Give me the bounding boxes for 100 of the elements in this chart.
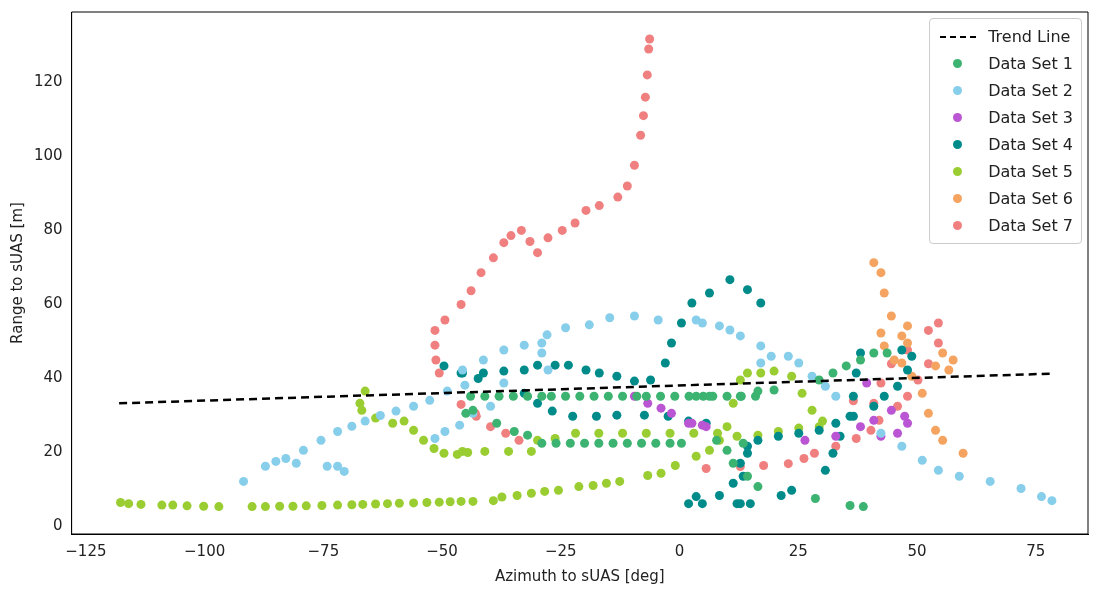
point	[766, 351, 776, 361]
point	[466, 286, 476, 296]
point	[455, 420, 465, 430]
point	[543, 233, 553, 243]
point	[537, 348, 547, 358]
x-tick-label: −75	[307, 541, 340, 560]
point	[938, 435, 948, 445]
point	[499, 378, 509, 388]
legend-label: Data Set 4	[988, 135, 1073, 154]
point	[570, 218, 580, 228]
point	[466, 391, 476, 401]
point	[691, 391, 701, 401]
point	[580, 438, 590, 448]
x-tick-label: 75	[1026, 541, 1046, 560]
point	[828, 368, 838, 378]
point	[629, 160, 639, 170]
x-tick-label: 0	[674, 541, 685, 560]
point	[519, 340, 529, 350]
point	[478, 355, 488, 365]
point	[488, 253, 498, 263]
point	[584, 320, 594, 330]
y-tick-label: 120	[33, 72, 63, 91]
point	[537, 338, 547, 348]
point	[900, 411, 910, 421]
point	[543, 365, 553, 375]
point	[476, 268, 486, 278]
point	[923, 325, 933, 335]
point	[879, 341, 889, 351]
point	[886, 311, 896, 321]
point	[728, 458, 738, 468]
point	[722, 391, 732, 401]
legend-label: Data Set 1	[988, 54, 1073, 73]
point	[933, 465, 943, 475]
point	[903, 338, 913, 348]
point	[322, 461, 332, 471]
point	[653, 315, 663, 325]
point	[876, 268, 886, 278]
point	[753, 386, 763, 396]
point	[810, 493, 820, 503]
point	[931, 361, 941, 371]
x-tick-label: −100	[184, 541, 226, 560]
point	[509, 426, 519, 436]
point	[794, 358, 804, 368]
point	[923, 359, 933, 369]
point	[889, 355, 899, 365]
point	[676, 438, 686, 448]
point	[391, 406, 401, 416]
point	[725, 325, 735, 335]
point	[516, 225, 526, 235]
point	[537, 391, 547, 401]
point	[856, 355, 865, 365]
x-tick-label: 25	[788, 541, 808, 560]
point	[440, 426, 450, 436]
point	[701, 422, 711, 432]
point	[735, 331, 745, 341]
point	[938, 348, 948, 358]
point	[799, 453, 809, 463]
point	[333, 426, 343, 436]
point	[640, 92, 650, 102]
point	[903, 321, 913, 331]
point	[581, 205, 591, 215]
point	[239, 476, 249, 486]
x-tick-label: 50	[907, 541, 927, 560]
point	[501, 428, 511, 438]
point	[954, 471, 964, 481]
y-tick-label: 20	[43, 442, 63, 461]
y-tick-label: 100	[33, 146, 63, 165]
point	[638, 111, 648, 121]
point	[430, 433, 440, 443]
point	[622, 181, 632, 191]
point	[643, 398, 653, 408]
y-tick-label: 60	[43, 294, 63, 313]
point	[845, 500, 855, 510]
point	[903, 418, 913, 428]
point	[876, 378, 886, 388]
point	[897, 358, 907, 368]
y-tick-label: 40	[43, 368, 63, 387]
point	[742, 471, 752, 481]
point	[858, 502, 868, 512]
point	[714, 321, 724, 331]
point	[431, 355, 441, 365]
point	[958, 448, 968, 458]
y-tick-label: 0	[53, 516, 63, 535]
point	[613, 192, 623, 202]
point	[605, 313, 615, 323]
point	[561, 391, 571, 401]
legend-label: Data Set 3	[988, 108, 1073, 127]
point	[506, 231, 516, 241]
point	[271, 456, 281, 466]
point	[561, 323, 571, 333]
y-tick-label: 80	[43, 220, 63, 239]
point	[641, 391, 651, 401]
point	[523, 391, 533, 401]
point	[523, 430, 533, 440]
point	[494, 391, 504, 401]
x-tick-label: −125	[65, 541, 107, 560]
point	[608, 438, 618, 448]
legend-label: Data Set 6	[988, 189, 1073, 208]
point	[603, 391, 613, 401]
point	[1016, 483, 1026, 493]
